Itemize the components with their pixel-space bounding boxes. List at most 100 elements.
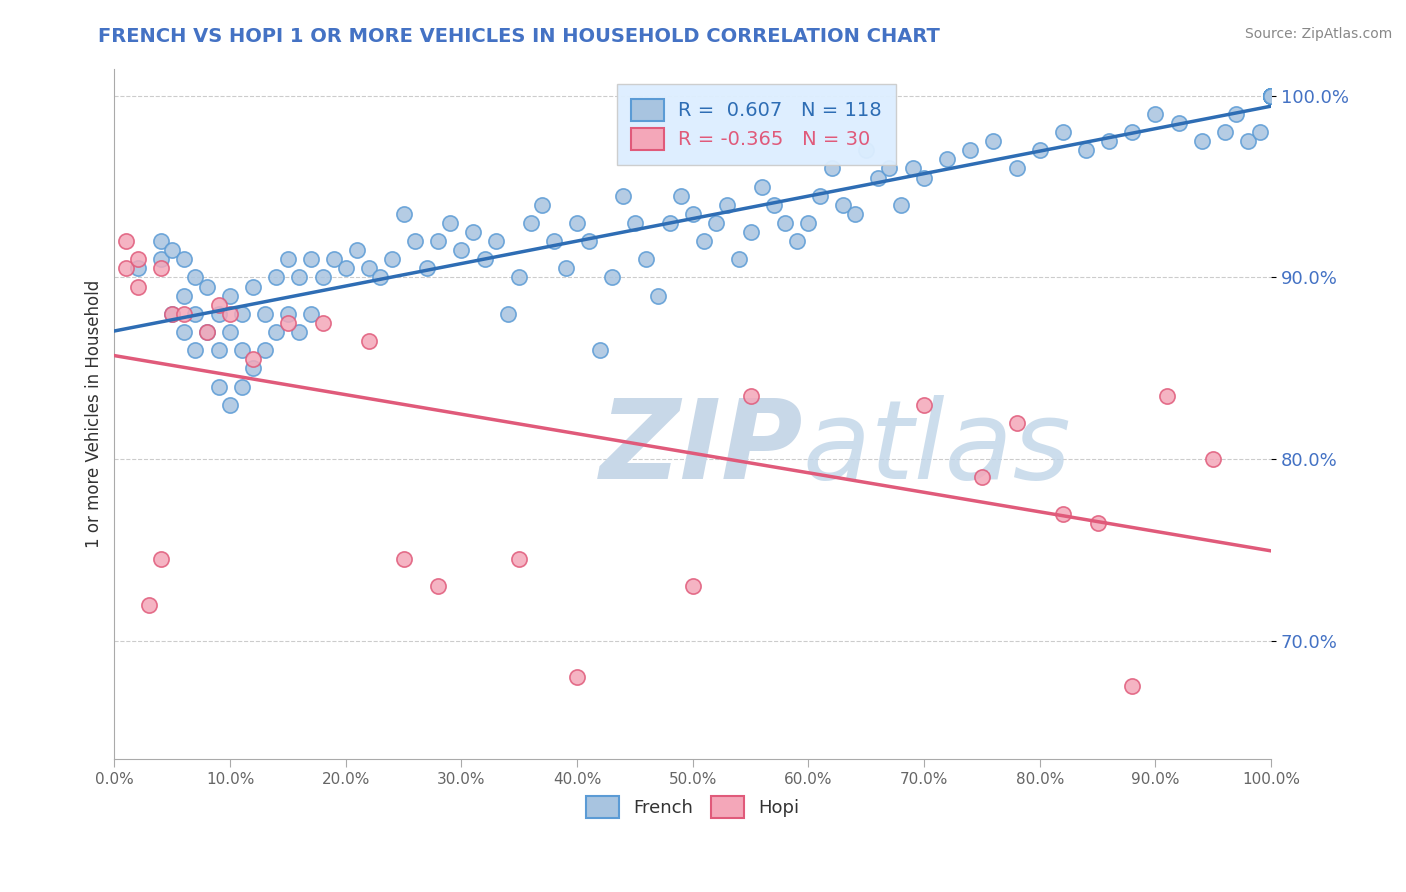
Point [578,234,600,248]
Point [162,244,184,258]
Point [636,252,658,267]
Point [1260,88,1282,103]
Point [311,270,333,285]
Point [751,179,773,194]
Point [1074,143,1097,157]
Point [207,307,229,321]
Point [565,216,588,230]
Point [1260,88,1282,103]
Point [704,216,727,230]
Point [844,207,866,221]
Point [983,134,1005,148]
Point [970,470,993,484]
Point [219,325,242,339]
Point [901,161,924,176]
Point [242,279,264,293]
Point [1191,134,1213,148]
Point [786,234,808,248]
Point [162,307,184,321]
Point [1260,88,1282,103]
Y-axis label: 1 or more Vehicles in Household: 1 or more Vehicles in Household [86,279,103,548]
Point [589,343,612,358]
Point [242,361,264,376]
Point [520,216,543,230]
Point [1260,88,1282,103]
Point [543,234,565,248]
Point [1249,125,1271,139]
Point [357,334,380,348]
Point [195,279,218,293]
Point [184,307,207,321]
Point [866,170,889,185]
Point [195,325,218,339]
Point [207,379,229,393]
Point [346,244,368,258]
Point [1260,88,1282,103]
Point [231,307,253,321]
Point [1202,452,1225,467]
Point [184,343,207,358]
Point [496,307,519,321]
Point [1005,161,1028,176]
Point [173,325,195,339]
Point [427,234,450,248]
Point [461,225,484,239]
Point [658,216,681,230]
Point [682,207,704,221]
Point [149,252,172,267]
Point [508,270,530,285]
Point [855,143,877,157]
Point [231,343,253,358]
Point [207,343,229,358]
Point [439,216,461,230]
Point [1029,143,1052,157]
Point [565,670,588,684]
Point [288,325,311,339]
Point [149,261,172,276]
Point [127,279,149,293]
Point [1260,88,1282,103]
Point [1260,88,1282,103]
Point [474,252,496,267]
Point [716,198,738,212]
Point [531,198,554,212]
Point [912,398,935,412]
Point [392,207,415,221]
Point [728,252,751,267]
Point [669,188,692,202]
Point [311,316,333,330]
Point [797,216,820,230]
Point [775,216,797,230]
Point [1087,516,1109,530]
Point [1213,125,1236,139]
Point [115,234,138,248]
Point [231,379,253,393]
Point [1260,88,1282,103]
Point [162,307,184,321]
Text: ZIP: ZIP [600,395,804,502]
Point [740,225,762,239]
Point [912,170,935,185]
Point [1260,88,1282,103]
Point [127,261,149,276]
Text: Source: ZipAtlas.com: Source: ZipAtlas.com [1244,27,1392,41]
Point [277,252,299,267]
Point [1167,116,1189,130]
Point [508,552,530,566]
Point [890,198,912,212]
Point [299,307,322,321]
Point [1260,88,1282,103]
Point [219,398,242,412]
Point [936,153,959,167]
Point [173,307,195,321]
Point [450,244,472,258]
Point [299,252,322,267]
Point [600,270,623,285]
Point [740,388,762,402]
Point [138,598,160,612]
Point [1121,125,1143,139]
Point [1156,388,1178,402]
Point [879,161,901,176]
Point [266,325,288,339]
Point [1260,88,1282,103]
